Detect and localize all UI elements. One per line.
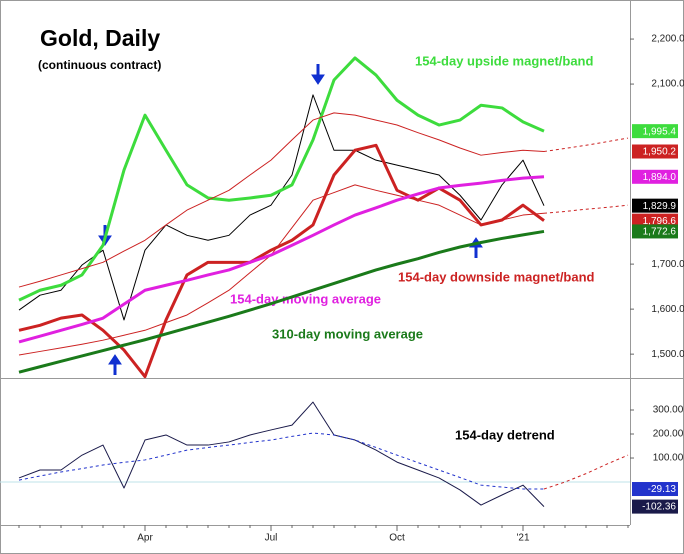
series-line	[543, 137, 629, 152]
series-line	[543, 204, 629, 214]
series-label: 310-day moving average	[272, 326, 423, 341]
value-tag-label: -29.13	[648, 484, 677, 495]
series-line	[543, 454, 629, 490]
series-line	[18, 112, 545, 288]
value-tag	[632, 224, 678, 239]
series-label: 154-day detrend	[455, 427, 555, 442]
y-tick-label: 100.00	[653, 453, 684, 464]
value-tag-label: 1,995.4	[643, 126, 677, 137]
series-line	[18, 175, 545, 344]
series-line	[18, 229, 545, 374]
series-label: 154-day downside magnet/band	[398, 269, 595, 284]
value-tag-label: 1,772.6	[643, 227, 677, 238]
y-tick-label: 2,100.0	[651, 79, 684, 90]
value-tag	[632, 198, 678, 213]
series-line	[18, 184, 545, 356]
series-line	[18, 401, 545, 507]
x-tick-label: Jul	[265, 533, 278, 544]
value-tag	[632, 144, 678, 159]
series-line	[18, 56, 545, 302]
value-tag-label: 1,894.0	[643, 172, 677, 183]
value-tag	[632, 213, 678, 228]
series-line	[18, 143, 545, 379]
y-tick-label: 300.00	[653, 405, 684, 416]
series-line	[18, 432, 545, 490]
value-tag	[632, 482, 678, 497]
series-label: 154-day moving average	[230, 291, 381, 306]
x-tick-label: '21	[516, 533, 529, 544]
value-tag-label: 1,950.2	[643, 147, 677, 158]
x-tick-label: Oct	[389, 533, 405, 544]
y-tick-label: 200.00	[653, 429, 684, 440]
value-tag-label: -102.36	[642, 502, 676, 513]
value-tag-label: 1,829.9	[643, 201, 677, 212]
value-tag	[632, 499, 678, 514]
y-tick-label: 1,500.0	[651, 349, 684, 360]
y-tick-label: 2,200.0	[651, 34, 684, 45]
value-tag	[632, 169, 678, 184]
series-label: 154-day upside magnet/band	[415, 53, 593, 68]
chart-title: Gold, Daily	[40, 25, 160, 51]
value-tag	[632, 124, 678, 139]
y-tick-label: 1,600.0	[651, 304, 684, 315]
value-tag-label: 1,796.6	[643, 216, 677, 227]
y-tick-label: 1,700.0	[651, 259, 684, 270]
chart-subtitle: (continuous contract)	[38, 58, 161, 72]
x-tick-label: Apr	[137, 533, 153, 544]
